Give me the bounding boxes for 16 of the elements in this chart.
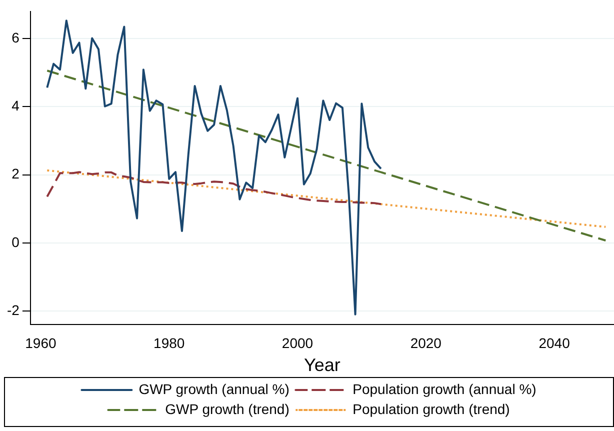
line-series (46, 171, 382, 206)
x-tick-label: 2040 (538, 334, 570, 351)
legend-label: GWP growth (annual %) (138, 380, 290, 397)
y-tick-label: 6 (12, 29, 20, 46)
legend-label: GWP growth (trend) (165, 400, 290, 417)
legend-label: Population growth (annual %) (352, 380, 536, 397)
x-tick-label: 1980 (154, 334, 185, 351)
y-tick-label: 0 (12, 234, 20, 250)
x-tick-label: 1960 (25, 334, 56, 351)
y-tick-label: 2 (12, 166, 20, 182)
x-tick-label: 2000 (282, 334, 314, 351)
x-axis-title: Year (304, 355, 340, 376)
y-tick-label: 4 (12, 98, 20, 114)
legend-label: Population growth (trend) (352, 400, 510, 417)
y-tick-label: -2 (6, 302, 20, 318)
x-tick-label: 2020 (410, 334, 442, 351)
